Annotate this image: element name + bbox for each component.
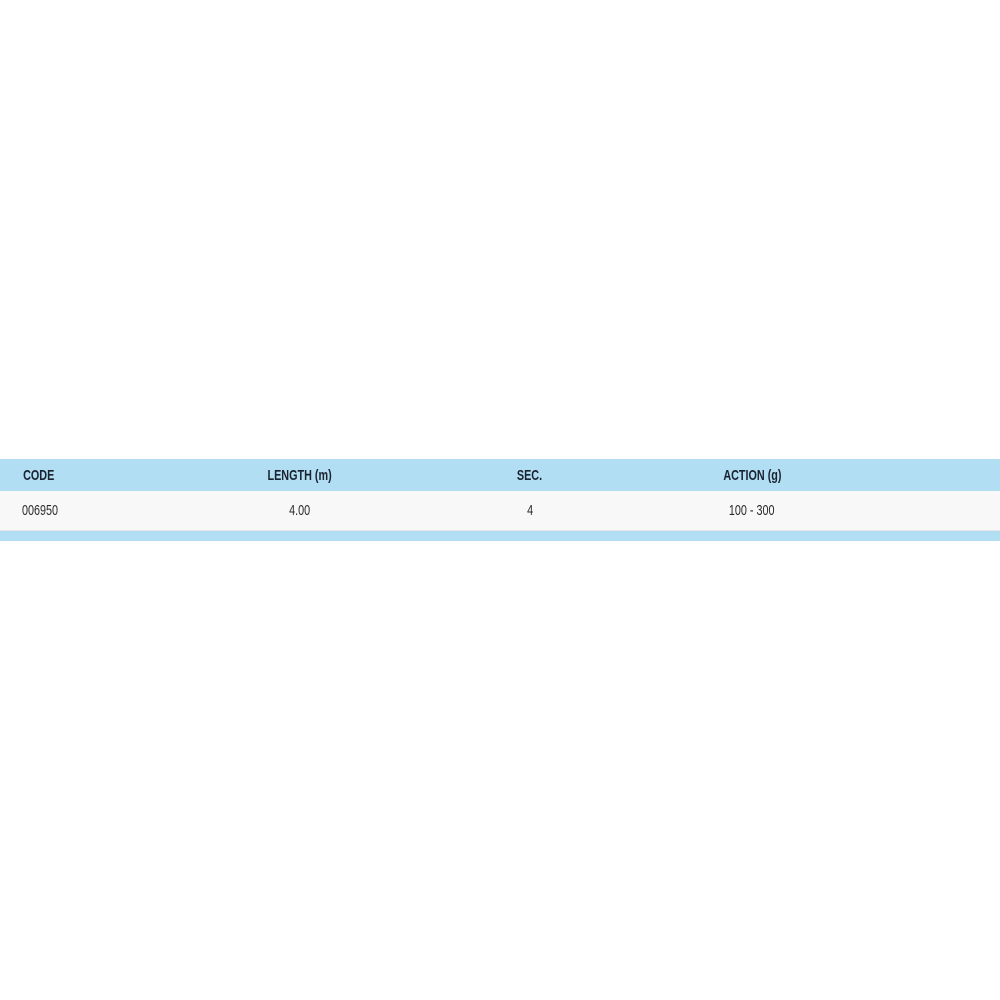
header-code: CODE — [23, 466, 55, 484]
cell-code: 006950 — [21, 502, 59, 519]
header-sections: SEC. — [517, 466, 543, 484]
spec-table: CODE LENGTH (m) SEC. ACTION (g) 006950 4… — [0, 459, 1000, 541]
header-length: LENGTH (m) — [267, 466, 333, 484]
table-footer-band — [0, 531, 1000, 541]
cell-sections: 4 — [526, 502, 534, 519]
header-action: ACTION (g) — [722, 466, 782, 484]
cell-length: 4.00 — [289, 502, 311, 519]
table-row: 006950 4.00 4 100 - 300 — [0, 491, 1000, 531]
table-header: CODE LENGTH (m) SEC. ACTION (g) — [0, 459, 1000, 491]
cell-action: 100 - 300 — [729, 502, 775, 519]
